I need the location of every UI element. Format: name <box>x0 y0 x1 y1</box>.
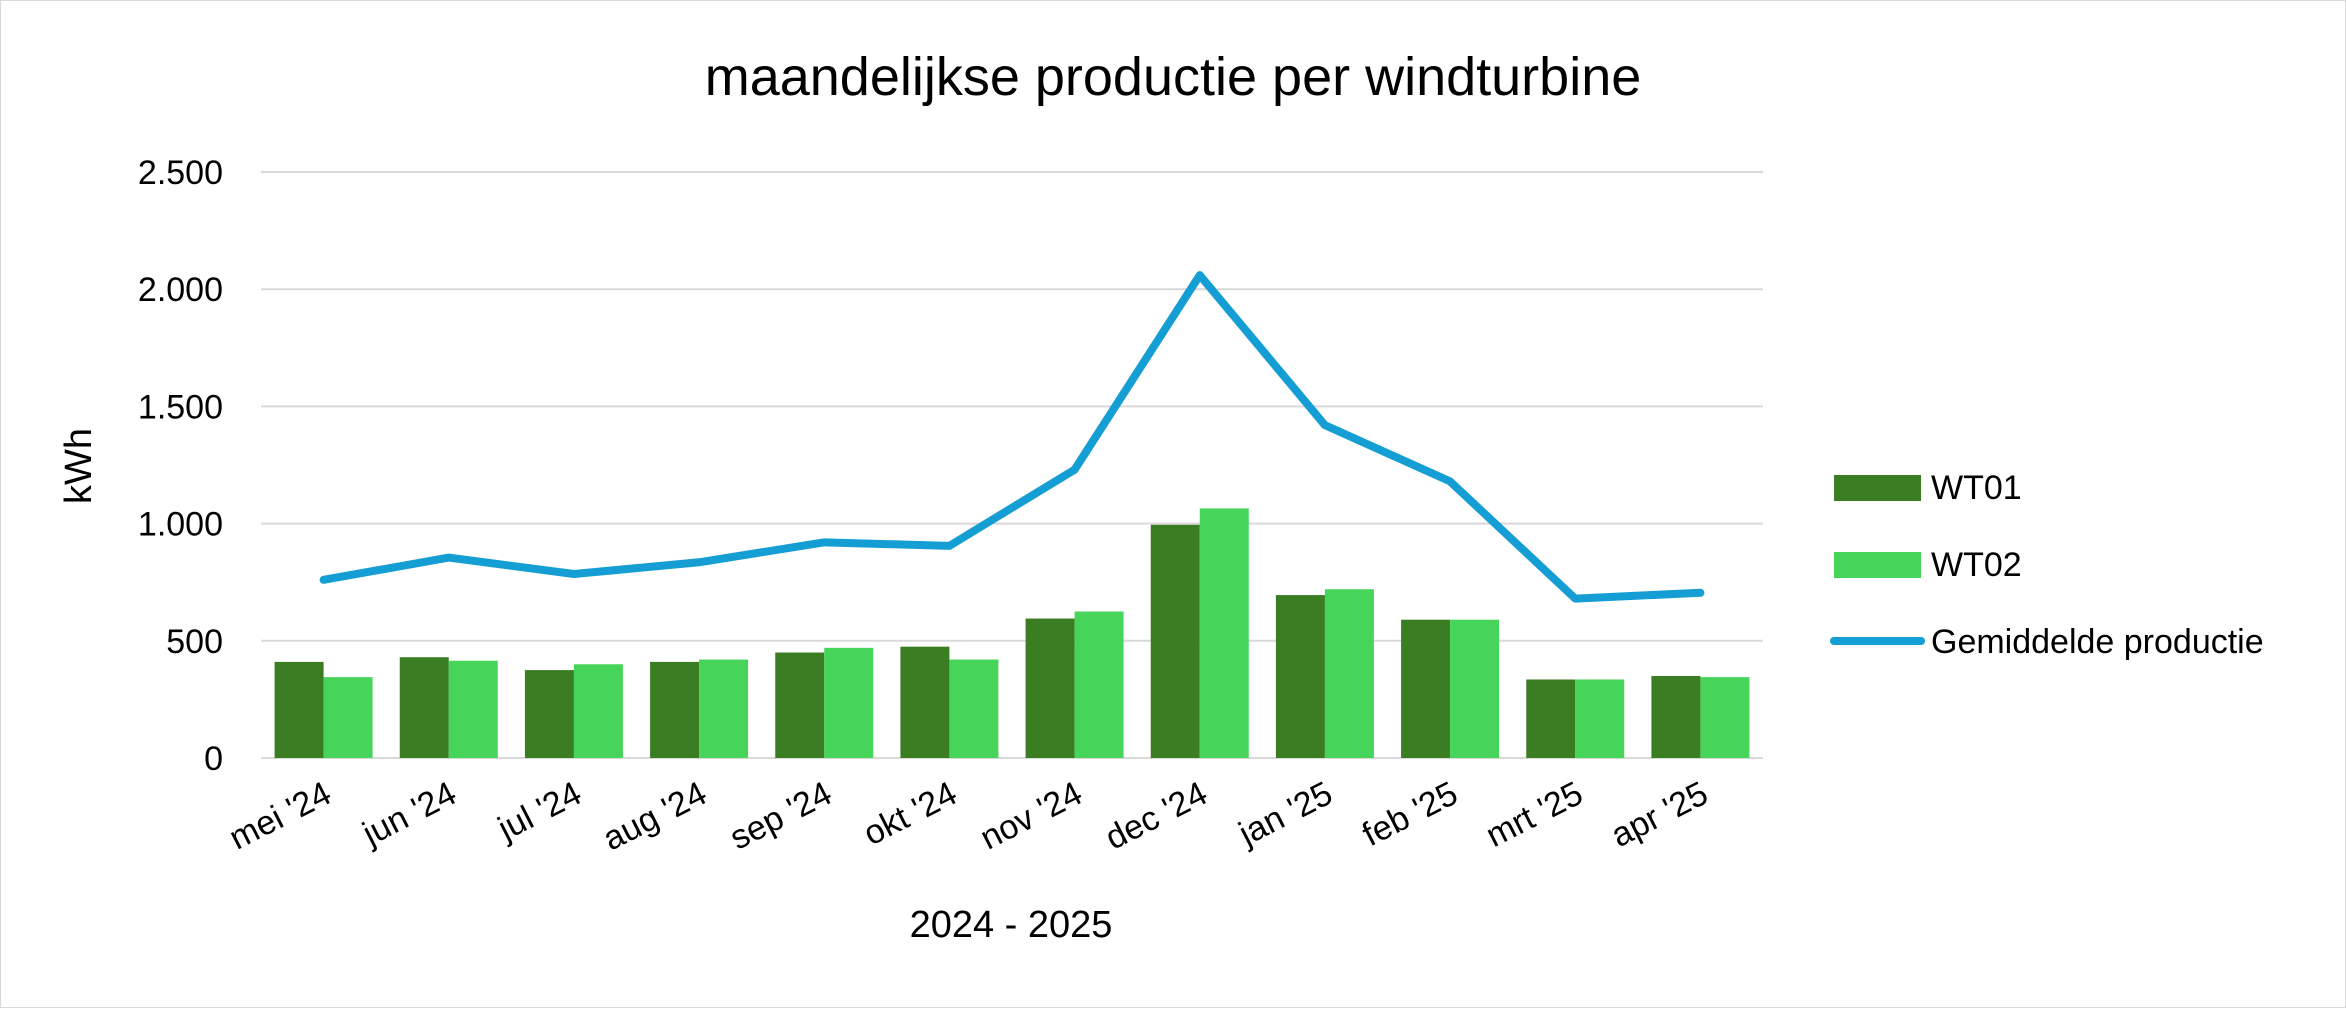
bar-wt02 <box>1575 679 1625 758</box>
x-tick-label: sep '24 <box>724 774 838 857</box>
y-axis-title: kWh <box>58 428 100 504</box>
bar-wt02 <box>949 659 999 758</box>
x-tick-label: jul '24 <box>491 774 587 848</box>
bar-wt02 <box>448 660 498 758</box>
legend-label-average: Gemiddelde productie <box>1931 623 2264 661</box>
y-tick-label: 2.500 <box>138 154 223 192</box>
bar-wt01 <box>524 670 574 758</box>
bar-wt02 <box>1450 619 1500 758</box>
bars <box>274 508 1750 758</box>
average-production-point <box>823 541 826 544</box>
average-production-point <box>1574 597 1577 600</box>
x-tick-label: dec '24 <box>1099 774 1213 857</box>
x-tick-label: mrt '25 <box>1480 774 1589 855</box>
bar-wt01 <box>775 652 825 758</box>
y-tick-label: 500 <box>166 623 223 661</box>
bar-wt02 <box>323 677 373 758</box>
y-tick-label: 1.000 <box>138 506 223 544</box>
average-production-point <box>572 572 575 575</box>
x-tick-label: aug '24 <box>597 774 713 858</box>
y-tick-label: 2.000 <box>138 271 223 309</box>
legend-swatch-wt02 <box>1834 552 1921 578</box>
legend-label-wt02: WT02 <box>1931 546 2022 584</box>
y-tick-label: 1.500 <box>138 388 223 426</box>
bar-wt02 <box>824 647 874 758</box>
bar-wt02 <box>1700 677 1750 758</box>
average-production-line <box>319 271 1705 603</box>
x-axis-title: 2024 - 2025 <box>910 904 1113 946</box>
bar-wt01 <box>900 646 950 758</box>
bar-wt01 <box>399 657 449 758</box>
bar-wt01 <box>1651 675 1701 758</box>
average-line-group <box>319 271 1705 603</box>
bar-wt02 <box>1324 589 1374 758</box>
average-production-point <box>1323 424 1326 427</box>
bar-wt01 <box>1150 524 1200 758</box>
legend-swatch-wt01 <box>1834 475 1921 501</box>
x-tick-label: okt '24 <box>857 774 963 853</box>
bar-wt01 <box>1275 595 1325 758</box>
x-tick-label: nov '24 <box>974 774 1088 857</box>
bar-wt01 <box>274 661 324 758</box>
legend-label-wt01: WT01 <box>1931 469 2022 507</box>
x-tick-label: apr '25 <box>1605 774 1714 855</box>
legend: WT01 WT02 Gemiddelde productie <box>1830 469 2264 661</box>
bar-wt02 <box>573 664 623 758</box>
bar-wt01 <box>1025 618 1075 758</box>
average-production-point <box>322 578 325 581</box>
gridlines <box>261 171 1763 759</box>
average-production-point <box>698 561 701 564</box>
bar-wt02 <box>1199 508 1249 758</box>
x-tick-label: mei '24 <box>223 774 337 857</box>
x-tick-label: jan '25 <box>1232 774 1338 853</box>
y-axis-ticks: 0 500 1.000 1.500 2.000 2.500 <box>138 154 223 778</box>
chart-title: maandelijkse productie per windturbine <box>705 47 1642 107</box>
average-production-point <box>948 544 951 547</box>
average-production-point <box>1449 480 1452 483</box>
average-production-point <box>447 556 450 559</box>
bar-wt02 <box>1074 611 1124 758</box>
average-production-point <box>1198 274 1201 277</box>
bar-wt01 <box>1526 679 1576 758</box>
x-tick-label: feb '25 <box>1356 774 1463 854</box>
average-production-point <box>1699 591 1702 594</box>
y-tick-label: 0 <box>204 740 223 778</box>
bar-wt02 <box>699 659 749 758</box>
bar-wt01 <box>1401 619 1451 758</box>
average-production-point <box>1073 468 1076 471</box>
x-tick-label: jun '24 <box>356 774 462 853</box>
x-axis-ticks: mei '24 jun '24 jul '24 aug '24 sep '24 okt '… <box>223 774 1714 858</box>
bar-wt01 <box>650 661 700 758</box>
